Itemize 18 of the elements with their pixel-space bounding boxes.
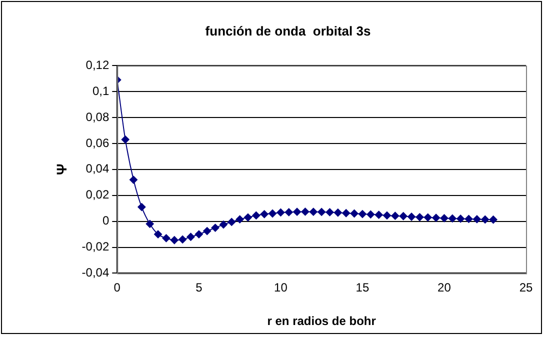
y-tick-label: -0,02 bbox=[82, 240, 110, 254]
y-tick-label: 0,08 bbox=[86, 110, 110, 124]
y-tick-label: 0 bbox=[102, 214, 110, 228]
y-tick-label: 0,1 bbox=[92, 84, 110, 98]
chart-title: función de onda orbital 3s bbox=[205, 23, 371, 38]
y-tick-label: -0,04 bbox=[82, 266, 110, 280]
x-tick-label: 0 bbox=[114, 280, 121, 295]
y-tick-label: 0,02 bbox=[86, 188, 110, 202]
y-tick-label: 0,04 bbox=[86, 162, 110, 176]
x-tick-label: 10 bbox=[274, 280, 288, 295]
x-tick-label: 5 bbox=[196, 280, 203, 295]
y-tick-label: 0,12 bbox=[86, 58, 110, 72]
y-axis-title: Ψ bbox=[53, 164, 70, 176]
x-axis-title: r en radios de bohr bbox=[267, 314, 376, 328]
x-tick-label: 20 bbox=[438, 280, 452, 295]
x-tick-label: 25 bbox=[519, 280, 533, 295]
x-tick-label: 15 bbox=[356, 280, 370, 295]
y-tick-label: 0,06 bbox=[86, 136, 110, 150]
